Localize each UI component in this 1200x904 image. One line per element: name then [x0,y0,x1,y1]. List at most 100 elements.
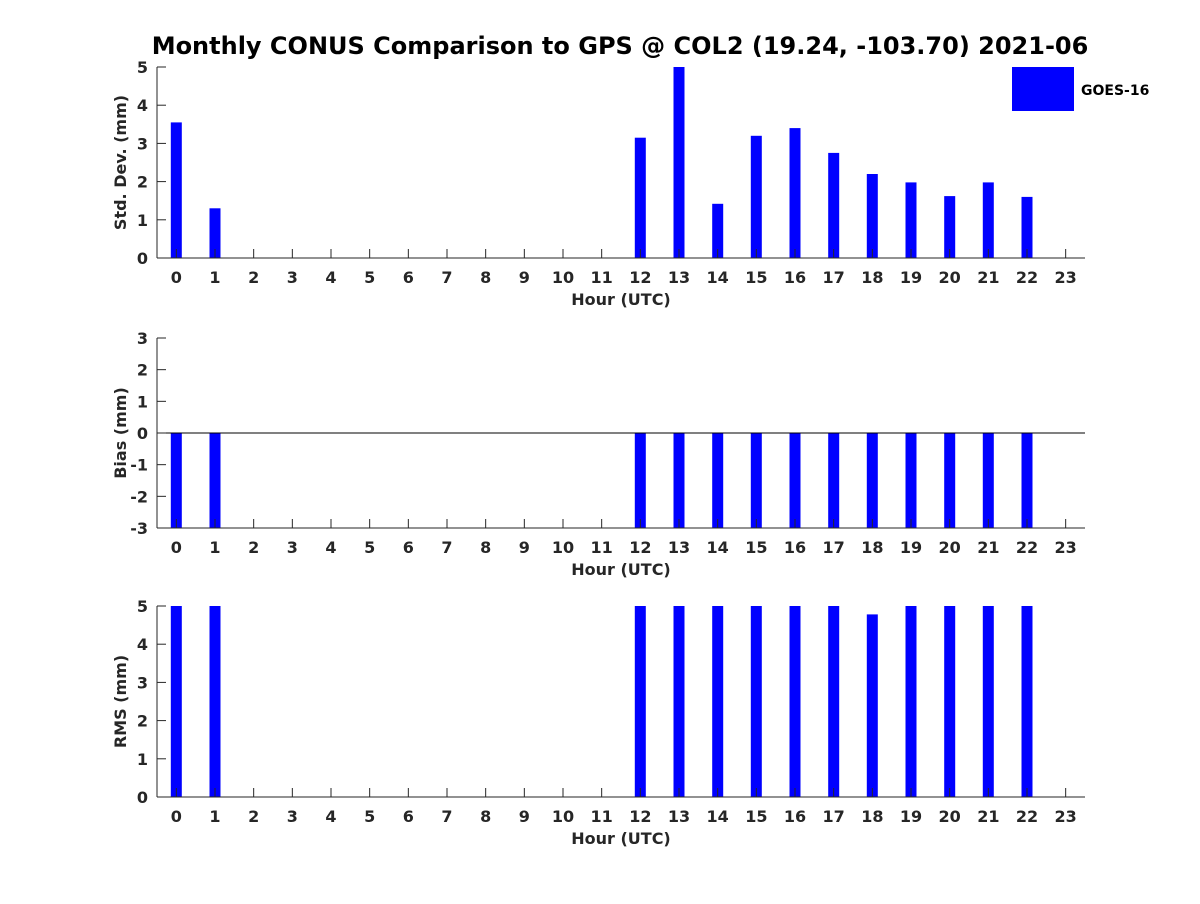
x-tick-label-panel3: 4 [325,807,336,826]
x-tick-label-panel3: 12 [629,807,651,826]
bar-panel2-hour-13 [673,433,685,528]
bar-panel3-hour-15 [750,606,762,797]
x-tick-label-panel1: 12 [629,268,651,287]
y-tick-label-panel2: 1 [137,392,148,411]
x-tick-label-panel2: 12 [629,538,651,557]
y-tick-label-panel3: 5 [137,597,148,616]
x-tick-label-panel2: 0 [171,538,182,557]
y-tick-label-panel3: 4 [137,635,148,654]
bar-panel1-hour-18 [866,174,878,258]
x-tick-label-panel2: 20 [939,538,961,557]
y-tick-label-panel2: 3 [137,329,148,348]
x-tick-label-panel2: 18 [861,538,883,557]
x-tick-label-panel2: 5 [364,538,375,557]
bar-panel1-hour-20 [944,196,956,258]
x-tick-label-panel1: 2 [248,268,259,287]
bar-panel2-hour-17 [828,433,840,528]
x-tick-label-panel1: 16 [784,268,806,287]
bar-panel2-hour-1 [209,433,221,528]
bar-panel2-hour-16 [789,433,801,528]
bar-panel3-hour-17 [828,606,840,797]
x-tick-label-panel1: 22 [1016,268,1038,287]
x-tick-label-panel3: 15 [745,807,767,826]
bar-panel3-hour-18 [866,614,878,797]
x-tick-label-panel3: 9 [519,807,530,826]
bar-panel3-hour-19 [905,606,917,797]
y-tick-label-panel1: 2 [137,173,148,192]
x-tick-label-panel3: 8 [480,807,491,826]
x-tick-label-panel1: 6 [403,268,414,287]
bar-panel1-hour-16 [789,128,801,258]
x-axis-label-panel3: Hour (UTC) [571,829,671,848]
y-tick-label-panel1: 5 [137,58,148,77]
x-tick-label-panel2: 8 [480,538,491,557]
x-axis-label-panel1: Hour (UTC) [571,290,671,309]
x-tick-label-panel1: 14 [707,268,729,287]
y-tick-label-panel2: -2 [130,487,148,506]
bar-panel2-hour-21 [982,433,994,528]
x-tick-label-panel1: 7 [441,268,452,287]
x-tick-label-panel1: 10 [552,268,574,287]
x-tick-label-panel2: 21 [977,538,999,557]
x-tick-label-panel1: 1 [209,268,220,287]
y-axis-label-panel2: Bias (mm) [111,387,130,479]
x-tick-label-panel2: 19 [900,538,922,557]
x-tick-label-panel2: 3 [287,538,298,557]
x-tick-label-panel2: 10 [552,538,574,557]
y-tick-label-panel2: 2 [137,361,148,380]
y-tick-label-panel3: 3 [137,673,148,692]
x-tick-label-panel2: 17 [823,538,845,557]
x-tick-label-panel2: 15 [745,538,767,557]
x-tick-label-panel3: 0 [171,807,182,826]
y-tick-label-panel3: 1 [137,750,148,769]
y-tick-label-panel1: 1 [137,211,148,230]
bar-panel2-hour-19 [905,433,917,528]
x-tick-label-panel3: 1 [209,807,220,826]
x-tick-label-panel1: 17 [823,268,845,287]
x-tick-label-panel1: 21 [977,268,999,287]
x-tick-label-panel2: 9 [519,538,530,557]
bar-panel1-hour-0 [170,122,182,259]
bar-panel2-hour-15 [750,433,762,528]
bar-panel1-hour-17 [828,152,840,258]
bar-panel1-hour-19 [905,182,917,258]
bar-panel1-hour-13 [673,67,685,258]
x-tick-label-panel2: 6 [403,538,414,557]
x-tick-label-panel3: 11 [591,807,613,826]
x-tick-label-panel3: 10 [552,807,574,826]
y-tick-label-panel3: 2 [137,712,148,731]
y-axis-label-panel3: RMS (mm) [111,655,130,748]
bar-panel3-hour-20 [944,606,956,797]
x-tick-label-panel1: 13 [668,268,690,287]
x-tick-label-panel2: 2 [248,538,259,557]
bar-panel2-hour-14 [712,433,724,528]
bar-panel1-hour-12 [634,137,646,258]
x-tick-label-panel2: 7 [441,538,452,557]
x-tick-label-panel3: 2 [248,807,259,826]
x-tick-label-panel3: 14 [707,807,729,826]
x-tick-label-panel1: 5 [364,268,375,287]
y-tick-label-panel1: 3 [137,134,148,153]
x-tick-label-panel1: 8 [480,268,491,287]
x-tick-label-panel3: 18 [861,807,883,826]
bar-panel2-hour-20 [944,433,956,528]
x-tick-label-panel2: 1 [209,538,220,557]
x-tick-label-panel2: 16 [784,538,806,557]
x-tick-label-panel3: 20 [939,807,961,826]
x-tick-label-panel3: 21 [977,807,999,826]
bar-panel3-hour-21 [982,606,994,797]
bar-panel2-hour-12 [634,433,646,528]
x-tick-label-panel1: 0 [171,268,182,287]
y-axis-label-panel1: Std. Dev. (mm) [111,95,130,230]
x-tick-label-panel3: 13 [668,807,690,826]
y-tick-label-panel1: 0 [137,249,148,268]
legend-swatch [1012,67,1074,111]
x-tick-label-panel1: 4 [325,268,336,287]
x-tick-label-panel3: 6 [403,807,414,826]
x-tick-label-panel1: 19 [900,268,922,287]
chart-title: Monthly CONUS Comparison to GPS @ COL2 (… [152,32,1089,60]
x-tick-label-panel1: 18 [861,268,883,287]
bar-panel1-hour-21 [982,182,994,258]
